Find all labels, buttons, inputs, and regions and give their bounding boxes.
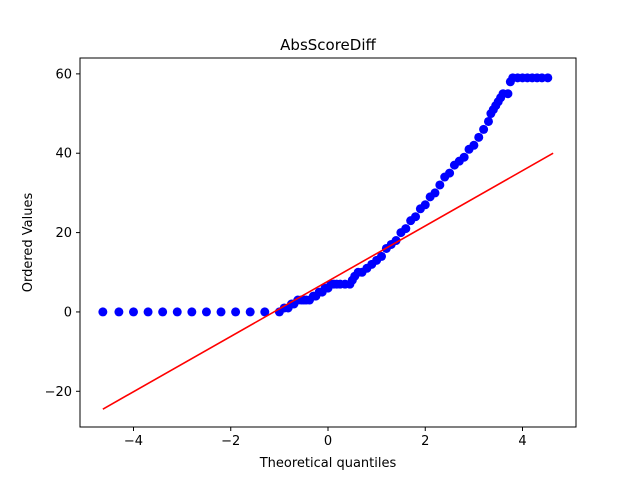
data-point bbox=[260, 307, 270, 317]
data-point bbox=[420, 200, 430, 210]
x-axis-label: Theoretical quantiles bbox=[259, 456, 397, 471]
fit-line bbox=[102, 152, 554, 410]
data-point bbox=[158, 307, 168, 317]
y-tick-label: 60 bbox=[55, 67, 72, 82]
data-point bbox=[483, 116, 493, 126]
data-point bbox=[201, 307, 211, 317]
plot-marks bbox=[98, 73, 554, 410]
data-point bbox=[245, 307, 255, 317]
data-point bbox=[411, 212, 421, 222]
data-point bbox=[376, 251, 386, 261]
data-point bbox=[391, 236, 401, 246]
x-tick-label: −2 bbox=[221, 434, 240, 449]
y-axis: −20 0 20 40 60 bbox=[45, 67, 80, 400]
y-tick-label: 20 bbox=[55, 226, 72, 241]
data-point bbox=[401, 224, 411, 234]
data-point bbox=[469, 140, 479, 150]
data-point bbox=[143, 307, 153, 317]
data-point bbox=[479, 124, 489, 134]
data-point bbox=[445, 168, 455, 178]
data-point bbox=[187, 307, 197, 317]
data-point bbox=[231, 307, 241, 317]
x-tick-label: 2 bbox=[421, 434, 429, 449]
data-point bbox=[216, 307, 226, 317]
data-point bbox=[503, 89, 513, 99]
y-tick-label: 40 bbox=[55, 147, 72, 162]
y-axis-label: Ordered Values bbox=[21, 193, 36, 293]
y-tick-label: 0 bbox=[64, 305, 72, 320]
x-axis: −4 −2 0 2 4 bbox=[124, 427, 527, 449]
data-point bbox=[474, 132, 484, 142]
data-point bbox=[459, 152, 469, 162]
x-tick-label: −4 bbox=[124, 434, 143, 449]
chart-title: AbsScoreDiff bbox=[280, 36, 376, 54]
data-point bbox=[98, 307, 108, 317]
data-point bbox=[172, 307, 182, 317]
data-point bbox=[114, 307, 124, 317]
data-point bbox=[430, 188, 440, 198]
data-point bbox=[543, 73, 553, 83]
data-point bbox=[435, 180, 445, 190]
plot-frame bbox=[79, 57, 577, 428]
x-tick-label: 4 bbox=[518, 434, 526, 449]
data-point bbox=[128, 307, 138, 317]
y-tick-label: −20 bbox=[45, 385, 72, 400]
x-tick-label: 0 bbox=[324, 434, 332, 449]
